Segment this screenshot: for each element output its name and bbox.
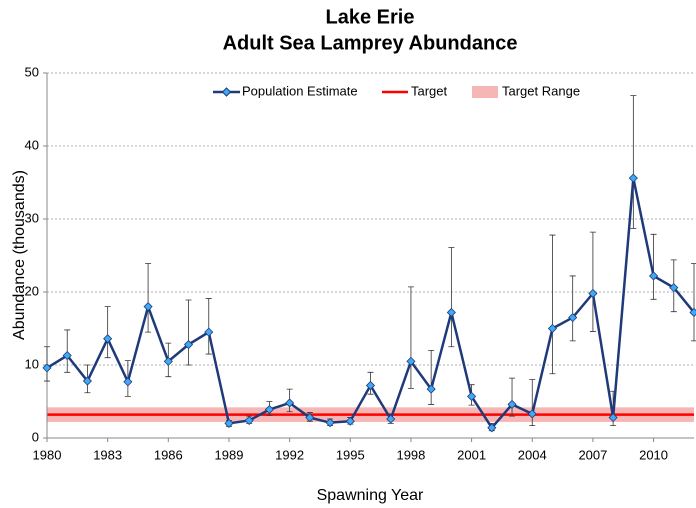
legend-swatch	[472, 86, 498, 98]
data-point	[527, 409, 537, 419]
error-bar	[145, 263, 152, 333]
data-point	[608, 412, 618, 423]
data-point	[689, 307, 696, 318]
x-tick-label: 1989	[215, 447, 244, 462]
error-bar	[407, 286, 414, 389]
legend-label: Population Estimate	[242, 83, 358, 98]
data-point	[568, 312, 578, 323]
data-point	[42, 363, 52, 373]
error-bar	[549, 234, 556, 375]
error-bar	[589, 231, 596, 332]
x-tick-label: 2007	[578, 447, 607, 462]
error-bar	[509, 377, 516, 417]
y-tick-label: 50	[25, 64, 39, 79]
data-point	[446, 307, 456, 318]
data-point	[426, 384, 436, 394]
data-point	[406, 356, 416, 366]
chart-title: Adult Sea Lamprey Abundance	[223, 32, 518, 54]
data-point	[244, 415, 254, 426]
error-bar	[104, 306, 111, 359]
data-point	[305, 412, 315, 423]
y-tick-label: 0	[32, 429, 39, 444]
error-bar	[448, 247, 455, 348]
data-point	[224, 418, 234, 428]
x-tick-label: 2001	[457, 447, 486, 462]
data-point	[325, 418, 335, 428]
chart-title: Lake Erie	[326, 6, 415, 28]
x-tick-label: 1983	[93, 447, 122, 462]
x-tick-label: 2010	[639, 447, 668, 462]
error-bar	[650, 233, 657, 300]
data-point	[547, 323, 558, 334]
data-point	[103, 334, 113, 344]
data-point	[62, 350, 72, 361]
error-bar	[428, 350, 435, 405]
data-point	[487, 423, 497, 433]
error-bar	[691, 263, 696, 342]
y-tick-label: 20	[25, 283, 39, 298]
data-point	[365, 380, 376, 391]
data-point	[82, 376, 93, 386]
x-tick-label: 1998	[396, 447, 425, 462]
data-point	[507, 399, 517, 409]
data-point	[669, 283, 679, 293]
data-point	[204, 327, 214, 337]
data-point	[143, 302, 153, 312]
y-tick-label: 30	[25, 210, 39, 225]
data-point	[628, 173, 638, 183]
y-axis-label: Abundance (thousands)	[11, 170, 28, 340]
error-bar	[205, 298, 212, 355]
legend-label: Target Range	[502, 83, 580, 98]
x-tick-label: 1986	[154, 447, 183, 462]
x-axis-label: Spawning Year	[317, 487, 424, 504]
data-point	[123, 377, 133, 387]
error-bar	[185, 299, 192, 366]
x-tick-label: 1980	[33, 447, 62, 462]
x-tick-label: 2004	[518, 447, 547, 462]
data-point	[467, 391, 477, 401]
x-tick-label: 1992	[275, 447, 304, 462]
data-point	[345, 416, 355, 426]
error-bar	[630, 95, 637, 229]
x-tick-label: 1995	[336, 447, 365, 462]
data-point	[648, 271, 659, 281]
data-point	[264, 404, 274, 415]
data-point	[163, 356, 173, 366]
legend-label: Target	[411, 83, 448, 98]
data-point	[386, 414, 396, 424]
y-tick-label: 40	[25, 137, 39, 152]
data-point	[285, 398, 295, 408]
data-point	[588, 288, 598, 299]
error-bar	[569, 275, 576, 342]
y-tick-label: 10	[25, 356, 39, 371]
data-point	[183, 339, 194, 350]
legend-swatch	[221, 87, 232, 97]
